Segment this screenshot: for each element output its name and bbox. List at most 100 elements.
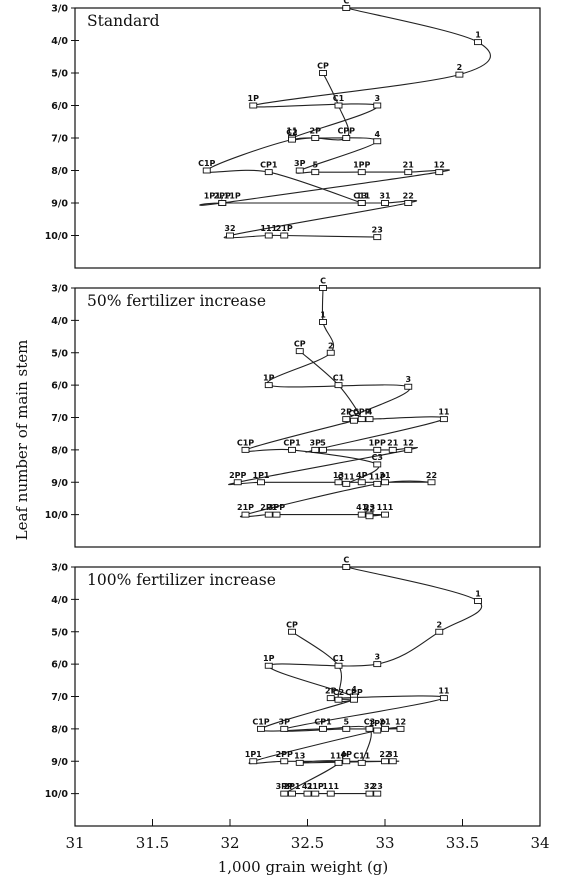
- point-label: C3: [372, 453, 383, 462]
- point-marker: [342, 725, 351, 732]
- point-marker: [342, 480, 351, 487]
- point-label: 21P: [276, 224, 293, 233]
- point-marker: [264, 232, 273, 239]
- point-label: C3: [364, 717, 375, 726]
- y-tick-label: 5/0: [51, 348, 68, 359]
- x-tick-label: 33.5: [446, 834, 479, 852]
- point-marker: [326, 790, 335, 797]
- point-label: C1P: [237, 438, 254, 447]
- y-tick-label: 8/0: [51, 166, 68, 177]
- point-marker: [439, 416, 448, 423]
- point-marker: [257, 725, 265, 732]
- point-marker: [264, 169, 273, 176]
- point-label: C2: [348, 409, 359, 418]
- point-label: 3PP: [268, 503, 285, 512]
- point-label: 1PP: [369, 438, 386, 447]
- point-label: 21P: [307, 782, 324, 791]
- y-tick-label: 4/0: [51, 36, 68, 47]
- y-tick-label: 3/0: [51, 284, 68, 295]
- point-marker: [264, 382, 273, 389]
- point-marker: [357, 416, 366, 423]
- y-tick-label: 9/0: [51, 757, 68, 768]
- point-label: 1P1,11P: [204, 192, 241, 201]
- point-label: CP: [294, 340, 306, 349]
- point-label: C1P: [252, 717, 269, 726]
- point-label: 4: [374, 130, 380, 139]
- point-label: C2: [286, 128, 297, 137]
- y-tick-label: 10/0: [45, 789, 69, 800]
- point-label: 32: [364, 505, 375, 514]
- y-tick-label: 7/0: [51, 692, 68, 703]
- y-tick-label: 9/0: [51, 199, 68, 210]
- point-marker: [319, 446, 327, 453]
- point-label: 13: [356, 192, 367, 201]
- point-marker: [311, 169, 320, 176]
- point-marker: [342, 564, 351, 570]
- point-label: 11P: [369, 472, 386, 481]
- point-marker: [373, 102, 382, 109]
- point-label: 5: [320, 438, 326, 447]
- point-label: CP: [317, 62, 329, 71]
- point-marker: [474, 39, 482, 46]
- point-marker: [365, 513, 374, 520]
- point-marker: [303, 790, 312, 797]
- point-marker: [373, 234, 382, 241]
- point-marker: [350, 696, 358, 703]
- point-marker: [455, 71, 464, 78]
- point-label: 1P1: [245, 750, 262, 759]
- point-marker: [280, 232, 289, 239]
- point-label: 111: [377, 503, 394, 512]
- point-marker: [334, 102, 343, 109]
- x-tick-label: 31: [65, 834, 84, 852]
- trajectory-curve: [243, 350, 380, 485]
- point-marker: [373, 446, 382, 453]
- point-marker: [311, 446, 320, 453]
- point-label: 2P: [310, 127, 322, 136]
- x-axis-label: 1,000 grain weight (g): [218, 858, 389, 876]
- point-label: CPP: [337, 127, 355, 136]
- panel-1: Standard3/04/05/06/07/08/09/010/0C12345C…: [45, 0, 541, 269]
- point-marker: [295, 167, 304, 174]
- point-label: CP: [286, 620, 298, 629]
- point-marker: [373, 138, 382, 145]
- y-tick-label: 6/0: [51, 381, 68, 392]
- y-axis-label: Leaf number of main stem: [13, 340, 31, 541]
- point-label: 31: [379, 192, 391, 201]
- point-marker: [311, 790, 320, 797]
- point-label: CP1: [283, 438, 301, 447]
- point-marker: [357, 759, 366, 766]
- point-marker: [357, 479, 366, 486]
- point-marker: [326, 695, 335, 702]
- panel-title: 100% fertilizer increase: [87, 571, 276, 589]
- point-label: 12: [403, 438, 414, 447]
- y-tick-label: 8/0: [51, 724, 68, 735]
- point-marker: [319, 319, 327, 325]
- point-label: C2: [333, 688, 344, 697]
- point-label: C: [343, 0, 349, 6]
- point-marker: [334, 382, 343, 389]
- y-tick-label: 6/0: [51, 101, 68, 112]
- point-label: 22: [403, 192, 414, 201]
- point-marker: [334, 759, 343, 766]
- point-label: 3: [374, 94, 380, 103]
- chart-panels: Standard3/04/05/06/07/08/09/010/0C12345C…: [45, 0, 541, 827]
- point-label: 1P: [263, 654, 275, 663]
- point-marker: [350, 417, 358, 424]
- plot-frame: [74, 287, 541, 548]
- point-label: 4: [367, 408, 373, 417]
- point-marker: [319, 70, 327, 76]
- point-marker: [388, 758, 397, 765]
- point-marker: [326, 349, 335, 356]
- point-marker: [404, 200, 413, 206]
- point-marker: [381, 758, 389, 765]
- point-label: 3P: [294, 159, 306, 168]
- y-tick-label: 3/0: [51, 4, 68, 15]
- point-label: 12: [434, 161, 445, 170]
- point-label: 13: [333, 471, 344, 480]
- point-label: 31: [379, 471, 391, 480]
- point-label: 32: [224, 224, 235, 233]
- point-label: 11P: [330, 751, 347, 760]
- point-marker: [435, 628, 444, 635]
- panel-2: 50% fertilizer increase 3/0 4/0 5/0 6/0 7/0 8/…: [45, 277, 541, 548]
- point-label: C11: [353, 751, 370, 760]
